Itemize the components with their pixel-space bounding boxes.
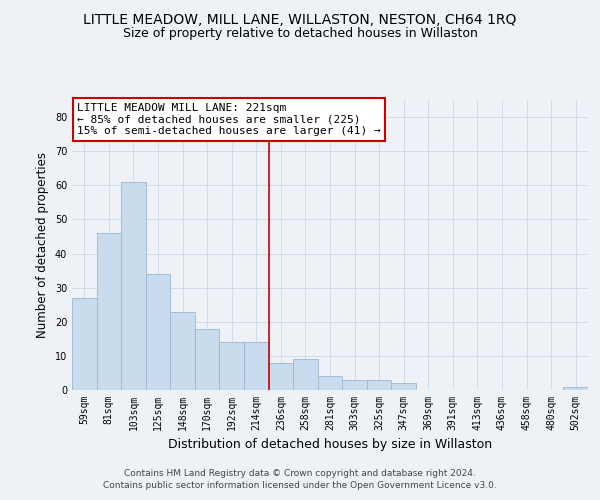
Bar (563, 386, 588, 390)
Text: LITTLE MEADOW, MILL LANE, WILLASTON, NESTON, CH64 1RQ: LITTLE MEADOW, MILL LANE, WILLASTON, NES… (83, 12, 517, 26)
Bar (121, 182, 146, 390)
Bar (195, 328, 220, 390)
Text: Contains HM Land Registry data © Crown copyright and database right 2024.
Contai: Contains HM Land Registry data © Crown c… (103, 468, 497, 490)
X-axis label: Distribution of detached houses by size in Willaston: Distribution of detached houses by size … (168, 438, 492, 452)
Bar (72, 298, 97, 390)
Bar (391, 383, 416, 390)
Bar (293, 360, 318, 390)
Bar (97, 233, 121, 390)
Bar (367, 380, 391, 390)
Text: Size of property relative to detached houses in Willaston: Size of property relative to detached ho… (122, 28, 478, 40)
Text: LITTLE MEADOW MILL LANE: 221sqm
← 85% of detached houses are smaller (225)
15% o: LITTLE MEADOW MILL LANE: 221sqm ← 85% of… (77, 103, 381, 136)
Bar (220, 342, 244, 390)
Y-axis label: Number of detached properties: Number of detached properties (36, 152, 49, 338)
Bar (244, 342, 269, 390)
Bar (318, 376, 342, 390)
Bar (342, 380, 367, 390)
Bar (170, 312, 195, 390)
Bar (269, 362, 293, 390)
Bar (146, 274, 170, 390)
